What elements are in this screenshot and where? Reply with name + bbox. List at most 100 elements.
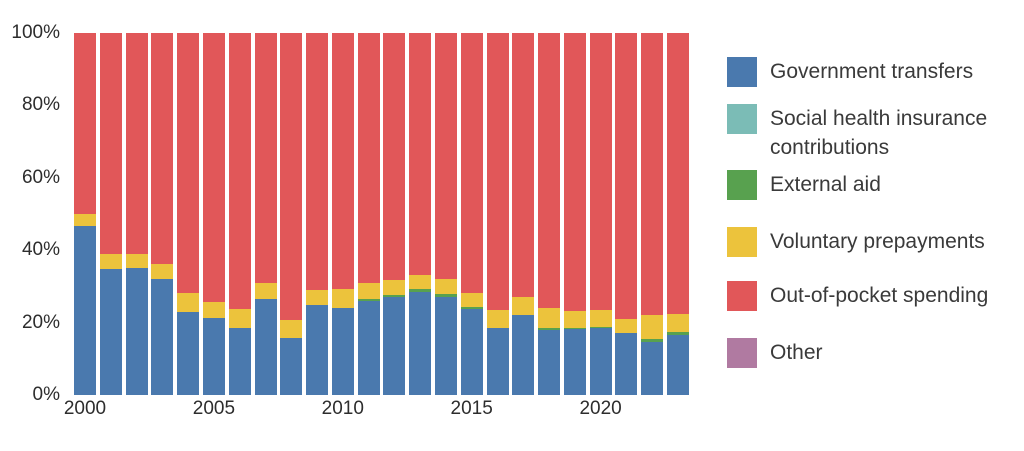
bar-2020 xyxy=(589,33,612,395)
segment-voluntary-prepayments-2000 xyxy=(74,213,96,227)
legend-label-social-health-insurance-contributions: Social health insurance contributions xyxy=(770,107,988,159)
legend-item-out-of-pocket-spending: Out-of-pocket spending xyxy=(727,281,988,311)
segment-external-aid-2012 xyxy=(383,295,406,298)
segment-external-aid-2018 xyxy=(538,328,560,330)
legend-label-voluntary-prepayments: Voluntary prepayments xyxy=(770,230,985,253)
segment-voluntary-prepayments-2006 xyxy=(228,308,251,329)
segment-out-of-pocket-spending-2019 xyxy=(563,33,586,311)
segment-voluntary-prepayments-2018 xyxy=(538,308,560,328)
legend-label-out-of-pocket-spending: Out-of-pocket spending xyxy=(770,284,989,307)
segment-external-aid-2015 xyxy=(460,307,483,309)
legend-label-government-transfers: Government transfers xyxy=(770,60,974,83)
segment-voluntary-prepayments-2008 xyxy=(280,320,303,338)
segment-out-of-pocket-spending-2010 xyxy=(331,33,354,289)
bar-2014 xyxy=(434,33,457,395)
segment-voluntary-prepayments-2004 xyxy=(177,293,200,312)
bar-2007 xyxy=(254,33,277,395)
legend-swatch-other xyxy=(727,338,757,368)
segment-voluntary-prepayments-2005 xyxy=(202,302,225,319)
legend-swatch-government-transfers xyxy=(727,57,757,87)
segment-out-of-pocket-spending-2013 xyxy=(409,33,432,276)
bar-2022 xyxy=(641,33,664,395)
segment-voluntary-prepayments-2022 xyxy=(641,315,664,340)
segment-out-of-pocket-spending-2015 xyxy=(460,33,483,293)
y-axis-label-20: 20% xyxy=(21,311,60,333)
segment-out-of-pocket-spending-2018 xyxy=(538,33,560,309)
segment-out-of-pocket-spending-2005 xyxy=(202,33,225,302)
segment-external-aid-2019 xyxy=(563,327,586,329)
bar-2011 xyxy=(357,33,380,395)
segment-out-of-pocket-spending-2017 xyxy=(512,33,535,297)
bar-2000 xyxy=(74,33,96,395)
segment-voluntary-prepayments-2012 xyxy=(383,279,406,296)
y-axis-label-40: 40% xyxy=(21,239,60,261)
plot-area xyxy=(68,32,695,395)
segment-voluntary-prepayments-2001 xyxy=(99,254,122,270)
segment-out-of-pocket-spending-2009 xyxy=(306,33,328,290)
segment-voluntary-prepayments-2009 xyxy=(306,290,328,305)
legend-swatch-out-of-pocket-spending xyxy=(727,281,757,311)
bar-2021 xyxy=(615,33,638,395)
segment-out-of-pocket-spending-2008 xyxy=(280,33,303,321)
segment-government-transfers-2000 xyxy=(74,226,96,395)
segment-out-of-pocket-spending-2020 xyxy=(589,33,612,310)
segment-voluntary-prepayments-2014 xyxy=(434,279,457,295)
x-axis-label-2015: 2015 xyxy=(450,398,493,419)
x-axis-label-2020: 2020 xyxy=(579,398,622,419)
bar-2018 xyxy=(538,33,560,395)
segment-out-of-pocket-spending-2002 xyxy=(125,33,148,254)
segment-external-aid-2020 xyxy=(589,327,612,329)
bar-2001 xyxy=(99,33,122,395)
segment-government-transfers-2011 xyxy=(357,300,380,395)
bar-2023 xyxy=(666,32,689,395)
segment-out-of-pocket-spending-2001 xyxy=(99,33,122,255)
segment-out-of-pocket-spending-2023 xyxy=(666,32,689,314)
segment-voluntary-prepayments-2019 xyxy=(563,310,586,328)
bar-2004 xyxy=(177,33,200,395)
segment-voluntary-prepayments-2023 xyxy=(666,313,689,333)
y-axis-label-0: 0% xyxy=(32,384,60,405)
segment-external-aid-2014 xyxy=(434,294,457,297)
legend-item-social-health-insurance-contributions: Social health insurance contributions xyxy=(727,104,1010,162)
bar-2006 xyxy=(228,33,251,395)
segment-out-of-pocket-spending-2021 xyxy=(615,33,638,319)
legend-swatch-social-health-insurance-contributions xyxy=(727,104,757,134)
segment-out-of-pocket-spending-2022 xyxy=(641,33,664,316)
segment-out-of-pocket-spending-2000 xyxy=(74,33,96,214)
bar-2017 xyxy=(512,33,535,395)
x-axis-label-2000: 2000 xyxy=(63,398,107,419)
bar-2016 xyxy=(486,33,509,395)
segment-out-of-pocket-spending-2006 xyxy=(228,33,251,309)
segment-voluntary-prepayments-2015 xyxy=(460,292,483,307)
bar-2013 xyxy=(409,33,432,395)
segment-voluntary-prepayments-2007 xyxy=(254,282,277,299)
segment-out-of-pocket-spending-2007 xyxy=(254,33,277,283)
segment-out-of-pocket-spending-2012 xyxy=(383,33,406,280)
segment-voluntary-prepayments-2013 xyxy=(409,275,432,290)
legend-label-other: Other xyxy=(770,341,823,364)
segment-out-of-pocket-spending-2004 xyxy=(177,33,200,294)
segment-government-transfers-2006 xyxy=(228,328,251,395)
bar-2003 xyxy=(151,33,174,395)
segment-voluntary-prepayments-2017 xyxy=(512,296,535,315)
bar-2015 xyxy=(460,33,483,395)
segment-government-transfers-2019 xyxy=(563,328,586,395)
segment-government-transfers-2021 xyxy=(615,332,638,395)
segment-government-transfers-2017 xyxy=(512,315,535,395)
x-axis-label-2010: 2010 xyxy=(321,398,364,419)
bar-2002 xyxy=(125,33,148,395)
segment-government-transfers-2012 xyxy=(383,297,406,395)
segment-voluntary-prepayments-2003 xyxy=(151,264,174,280)
segment-government-transfers-2022 xyxy=(641,342,664,395)
legend: Government transfers Social health insura… xyxy=(727,0,1024,451)
bar-2010 xyxy=(331,33,354,395)
segment-external-aid-2022 xyxy=(641,339,664,343)
segment-government-transfers-2001 xyxy=(99,269,122,395)
segment-government-transfers-2002 xyxy=(125,268,148,395)
legend-item-external-aid: External aid xyxy=(727,170,881,200)
segment-government-transfers-2003 xyxy=(151,279,174,395)
bar-2009 xyxy=(306,33,328,395)
segment-voluntary-prepayments-2021 xyxy=(615,318,638,333)
